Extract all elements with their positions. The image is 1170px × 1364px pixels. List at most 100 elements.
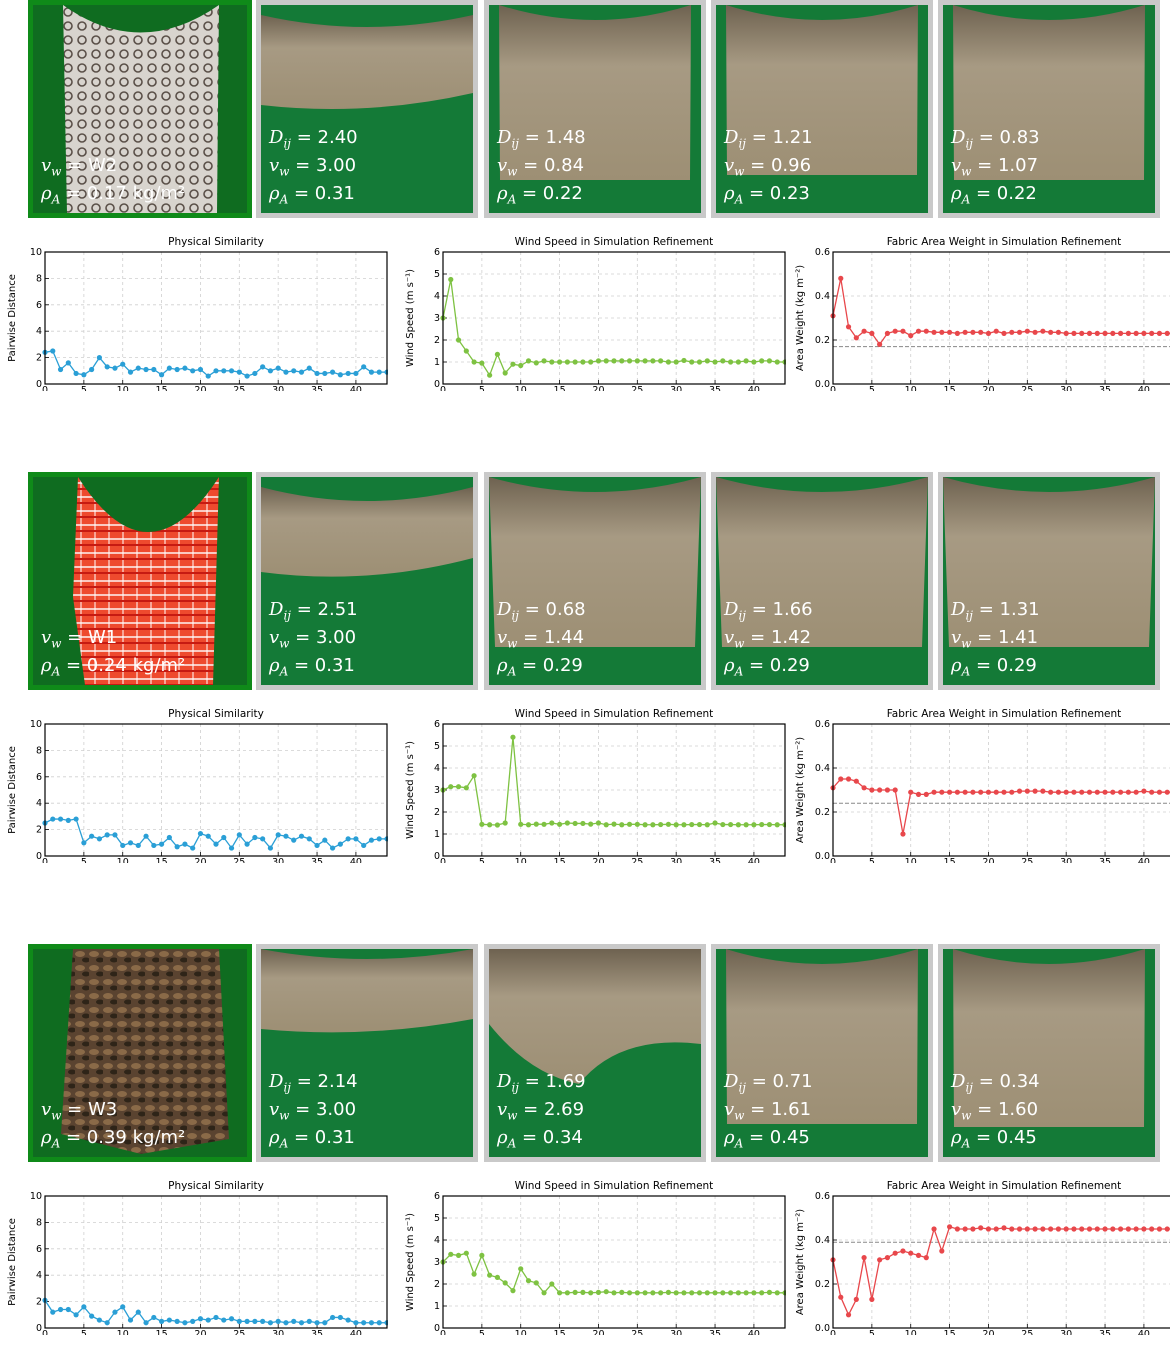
area-weight-value: 0.29	[769, 654, 810, 676]
data-point	[954, 789, 960, 795]
real-wind-condition-equals: =	[61, 626, 88, 648]
x-tick-label: 0	[830, 1329, 836, 1335]
simulation-caption: Dij = 0.83 vw = 1.07 ρA = 0.22	[951, 127, 1040, 211]
real-area-weight-symbol: ρ	[41, 654, 52, 676]
data-point	[291, 1318, 297, 1324]
data-point	[322, 837, 328, 843]
data-point	[970, 789, 976, 795]
x-tick-label: 25	[631, 1329, 643, 1335]
real-area-weight-symbol: ρ	[41, 182, 52, 204]
x-tick-label: 15	[156, 1329, 168, 1335]
data-point	[244, 373, 250, 379]
data-point	[353, 836, 359, 842]
y-tick-label: 8	[36, 1217, 42, 1228]
data-point	[689, 821, 695, 828]
data-point	[892, 1250, 898, 1256]
data-point	[603, 358, 609, 364]
data-point	[314, 370, 320, 377]
area-weight-subscript: A	[279, 1136, 289, 1151]
x-tick-label: 5	[869, 1329, 875, 1335]
data-point	[1009, 329, 1015, 335]
y-tick-label: 4	[434, 763, 440, 774]
area-weight: ρA = 0.23	[724, 183, 813, 211]
simulation-frame: Dij = 1.69 vw = 2.69 ρA = 0.34	[484, 944, 706, 1162]
simulated-cloth	[953, 949, 1145, 1127]
real-fabric-shape	[73, 477, 219, 685]
data-point	[1117, 1226, 1124, 1232]
data-point	[978, 1225, 984, 1231]
pairwise-distance-symbol: D	[269, 598, 284, 620]
y-tick-label: 4	[434, 1235, 440, 1246]
data-point	[642, 822, 648, 828]
data-point	[1086, 330, 1093, 336]
wind-speed-subscript: w	[507, 636, 518, 651]
y-tick-label: 1	[434, 1301, 440, 1312]
area-weight-subscript: A	[734, 664, 744, 679]
y-axis-label: Wind Speed (m s⁻¹)	[405, 269, 416, 367]
data-point	[759, 358, 765, 364]
y-tick-label: 0.4	[815, 291, 830, 302]
data-point	[923, 328, 929, 334]
data-point	[190, 368, 196, 374]
data-point	[455, 1252, 462, 1258]
data-point	[743, 822, 749, 828]
data-point	[479, 1252, 485, 1258]
y-tick-label: 2	[36, 353, 42, 364]
chart-title: Fabric Area Weight in Simulation Refinem…	[887, 236, 1122, 248]
data-point	[985, 1226, 992, 1232]
data-point	[673, 1290, 679, 1296]
data-point	[135, 842, 141, 849]
result-row: vw = W1 ρA = 0.24 kg/m² Dij = 2.51 vw = 3.0…	[0, 472, 1170, 892]
y-tick-label: 4	[36, 1270, 42, 1281]
data-point	[619, 822, 625, 828]
wind-speed: vw = 1.44	[497, 627, 586, 655]
wind-speed-value: 2.69	[543, 1098, 585, 1120]
data-point	[1055, 1226, 1062, 1232]
chart-title: Wind Speed in Simulation Refinement	[515, 1180, 714, 1192]
data-point	[1024, 328, 1030, 334]
data-point	[556, 1290, 563, 1296]
x-tick-label: 30	[272, 857, 284, 863]
data-point	[845, 1312, 852, 1318]
data-point	[329, 845, 336, 851]
simulated-cloth	[261, 487, 473, 577]
data-point	[112, 832, 118, 838]
simulation-caption: Dij = 0.68 vw = 1.44 ρA = 0.29	[497, 599, 586, 683]
pairwise-distance-value: 2.14	[317, 1070, 358, 1092]
data-point	[455, 337, 462, 343]
data-point	[322, 370, 328, 377]
data-point	[510, 734, 516, 740]
data-point	[533, 821, 539, 827]
y-tick-label: 6	[36, 772, 42, 783]
x-tick-label: 40	[1138, 857, 1150, 863]
data-point	[1141, 1226, 1147, 1232]
data-point	[877, 787, 883, 793]
pairwise-distance-symbol: D	[724, 126, 739, 148]
pairwise-distance: Dij = 1.48	[497, 127, 586, 155]
data-point	[650, 358, 656, 364]
real-area-weight-value: 0.24 kg/m²	[86, 654, 186, 676]
x-tick-label: 30	[272, 1329, 284, 1335]
data-point	[626, 358, 633, 364]
pairwise-distance-equals: =	[519, 126, 546, 148]
data-point	[368, 837, 375, 843]
data-point	[143, 366, 149, 373]
data-point	[1024, 1226, 1030, 1232]
x-tick-label: 15	[944, 385, 956, 391]
y-tick-label: 6	[36, 300, 42, 311]
pairwise-distance: Dij = 1.31	[951, 599, 1040, 627]
data-point	[65, 817, 71, 823]
data-point	[665, 821, 672, 827]
data-point	[892, 328, 898, 334]
real-area-weight: ρA = 0.24 kg/m²	[41, 655, 185, 683]
x-tick-label: 20	[592, 385, 604, 391]
data-point	[151, 1314, 157, 1321]
area-weight-equals: =	[288, 182, 315, 204]
x-tick-label: 35	[1099, 857, 1111, 863]
pairwise-distance-subscript: ij	[283, 1080, 291, 1095]
data-point	[463, 785, 469, 791]
x-tick-label: 10	[515, 857, 527, 863]
area-weight-symbol: ρ	[724, 182, 735, 204]
data-point	[65, 360, 71, 366]
area-weight-subscript: A	[734, 192, 744, 207]
